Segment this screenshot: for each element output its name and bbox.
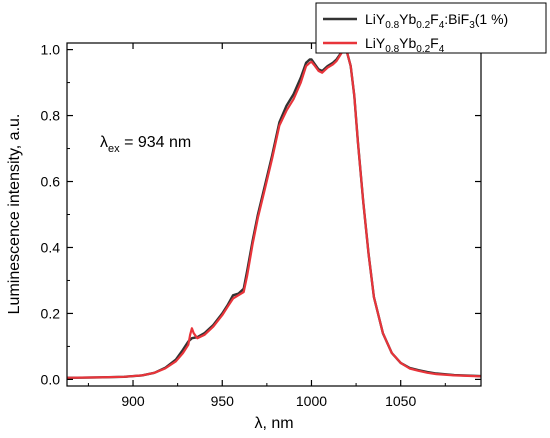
x-tick-label: 1050	[385, 393, 416, 409]
annotation-subscript: ex	[108, 143, 120, 155]
annotation-symbol: λ	[100, 134, 108, 151]
x-tick-label: 1000	[296, 393, 327, 409]
legend: LiY0.8Yb0.2F4:BiF3(1 %) LiY0.8Yb0.2F4	[315, 2, 547, 55]
series-line-1	[67, 48, 481, 379]
annotation-value: = 934 nm	[120, 134, 192, 151]
legend-label-1: LiY0.8Yb0.2F4:BiF3(1 %)	[365, 11, 508, 31]
x-tick-label: 950	[211, 393, 235, 409]
y-tick-label: 0.4	[41, 239, 61, 255]
series-layer	[67, 48, 481, 379]
plot-frame	[66, 42, 482, 387]
y-tick-label: 0.6	[41, 174, 61, 190]
legend-label-2: LiY0.8Yb0.2F4	[365, 35, 445, 55]
y-tick-label: 0.0	[41, 371, 61, 387]
series-line-2	[67, 48, 481, 379]
x-axis-label: λ, nm	[254, 415, 293, 432]
y-axis-ticks: 0.0 0.2 0.4 0.6 0.8 1.0	[41, 42, 481, 387]
y-tick-label: 0.2	[41, 305, 61, 321]
legend-box	[315, 2, 547, 54]
y-tick-label: 0.8	[41, 108, 61, 124]
y-axis-label: Luminescence intensity, a.u.	[6, 114, 23, 315]
y-tick-label: 1.0	[41, 42, 61, 58]
x-tick-label: 900	[121, 393, 145, 409]
excitation-wavelength-annotation: λex = 934 nm	[100, 134, 191, 155]
